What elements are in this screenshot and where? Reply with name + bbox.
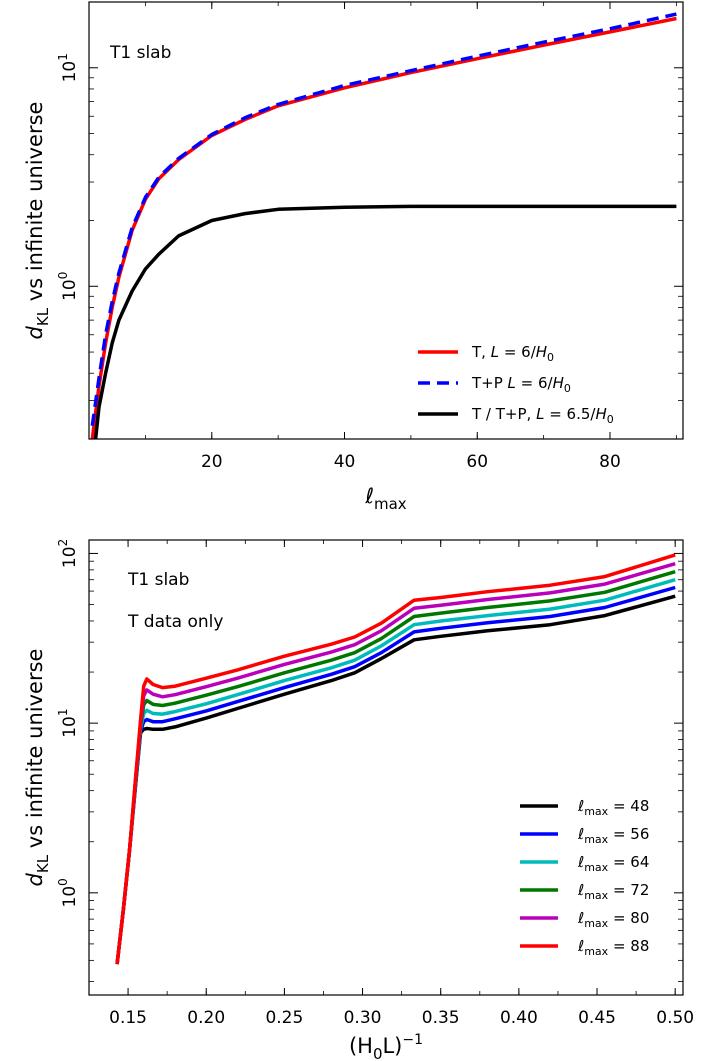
y-tick-label: 101 [56,53,80,82]
y-tick-label: 100 [56,272,80,301]
x-tick-label: 0.35 [422,1008,460,1028]
annotation-2: T data only [127,612,223,632]
plot-area [115,553,676,965]
x-tick-label: 20 [201,452,223,472]
legend-label-3: ℓmax = 64 [577,853,649,874]
x-axis-label: (H0L)−1 [349,1032,423,1061]
series-line-1 [115,594,676,965]
x-tick-label: 0.30 [344,1008,382,1028]
series-line-2 [115,585,676,965]
series-line-6 [115,553,676,965]
x-tick-label: 0.25 [265,1008,303,1028]
x-tick-label: 0.45 [578,1008,616,1028]
series-line-3 [93,204,677,439]
x-tick-label: 0.20 [187,1008,225,1028]
chart-bottom: 0.15 0.20 0.25 0.30 0.35 0.40 0.45 0.50 100 101 10… [23,539,694,1061]
legend-label-1: ℓmax = 48 [577,797,649,818]
y-axis-label: dKL vs infinite universe [23,649,52,887]
series-line-1 [90,16,677,439]
y-tick-label: 102 [56,539,80,568]
x-axis-label: ℓmax [364,484,406,513]
legend-label-3: T / T+P, L = 6.5/H0 [471,405,614,426]
series-line-2 [90,12,677,426]
legend-label-4: ℓmax = 72 [577,881,649,902]
series-line-3 [115,578,676,965]
legend-label-1: T, L = 6/H0 [471,343,554,364]
legend-label-6: ℓmax = 88 [577,937,649,958]
axes-frame [88,539,684,996]
x-tick-label: 0.50 [656,1008,694,1028]
legend-label-2: ℓmax = 56 [577,825,649,846]
legend: T, L = 6/H0 T+P L = 6/H0 T / T+P, L = 6.5/… [418,343,614,426]
x-tick-label: 80 [599,452,621,472]
y-axis-label: dKL vs infinite universe [23,102,52,340]
x-tick-label: 40 [334,452,356,472]
legend-label-2: T+P L = 6/H0 [471,374,571,395]
y-tick-label: 101 [56,708,80,737]
y-tick-label: 100 [56,878,80,907]
x-tick-label: 60 [466,452,488,472]
legend: ℓmax = 48 ℓmax = 56 ℓmax = 64 ℓmax = 72 ℓmax… [520,797,649,958]
legend-label-5: ℓmax = 80 [577,909,649,930]
annotation-1: T1 slab [127,570,189,590]
annotation-1: T1 slab [109,43,171,63]
axes-frame [88,1,684,440]
plot-area [90,12,677,439]
x-tick-label: 0.15 [109,1008,147,1028]
x-tick-label: 0.40 [500,1008,538,1028]
